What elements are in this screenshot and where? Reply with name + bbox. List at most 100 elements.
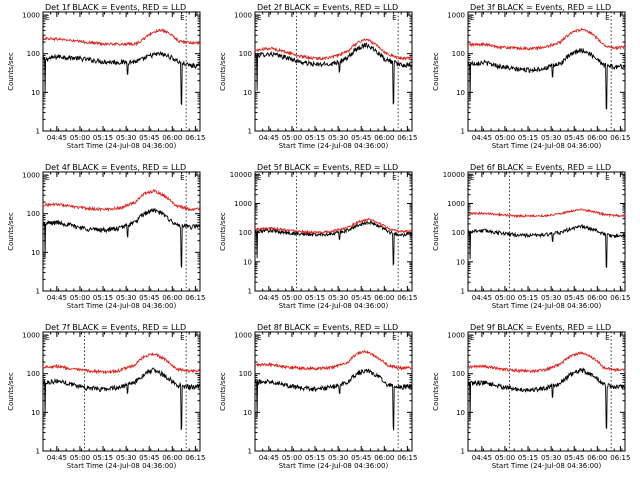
x-axis-label: Start Time (24-Jul-08 04:36:00) <box>492 302 602 310</box>
y-tick-label: 1000 <box>447 332 465 340</box>
x-axis-label: Start Time (24-Jul-08 04:36:00) <box>279 462 389 470</box>
y-tick-label: 10 <box>243 258 252 266</box>
detector-panel-3: Det 3f BLACK = Events, RED = LLD 1 10 100 10… <box>432 3 630 150</box>
x-axis-label: Start Time (24-Jul-08 04:36:00) <box>67 142 177 150</box>
y-axis-label: Counts/sec <box>219 52 227 91</box>
x-tick-label: 06:00 <box>162 134 182 142</box>
detector-panel-4: Det 4f BLACK = Events, RED = LLD 1 10 100 10… <box>7 163 205 310</box>
x-tick-label: 05:00 <box>282 294 302 302</box>
x-axis-label: Start Time (24-Jul-08 04:36:00) <box>67 302 177 310</box>
x-tick-label: 05:45 <box>351 454 371 462</box>
x-tick-label: 06:15 <box>397 454 417 462</box>
y-axis-label: Counts/sec <box>7 212 15 251</box>
e-marker-label: E <box>257 14 261 22</box>
x-tick-label: 04:45 <box>259 134 279 142</box>
x-tick-label: 05:30 <box>116 454 136 462</box>
x-tick-label: 05:45 <box>139 294 159 302</box>
series-events-line <box>467 367 626 430</box>
x-tick-label: 05:15 <box>518 294 538 302</box>
e-marker-label: E <box>605 14 609 22</box>
panel-title: Det 8f BLACK = Events, RED = LLD <box>257 323 398 332</box>
y-tick-label: 1000 <box>22 332 40 340</box>
series-events-line <box>254 220 413 267</box>
x-tick-label: 05:15 <box>93 294 113 302</box>
x-tick-label: 04:45 <box>259 294 279 302</box>
e-marker-label: E <box>180 334 184 342</box>
x-tick-label: 06:15 <box>397 294 417 302</box>
y-tick-label: 100 <box>239 50 252 58</box>
x-tick-label: 05:15 <box>305 294 325 302</box>
y-tick-label: 1 <box>248 448 252 456</box>
y-tick-label: 10 <box>456 89 465 97</box>
y-tick-label: 1 <box>461 288 465 296</box>
y-tick-label: 1000 <box>234 332 252 340</box>
x-tick-label: 05:15 <box>93 454 113 462</box>
y-tick-label: 100 <box>452 229 465 237</box>
x-tick-label: 06:00 <box>587 454 607 462</box>
y-tick-label: 1000 <box>22 172 40 180</box>
series-lld-line <box>42 351 201 375</box>
x-tick-label: 05:00 <box>282 454 302 462</box>
series-events-line <box>467 47 626 110</box>
x-tick-label: 06:15 <box>185 454 205 462</box>
x-tick-label: 06:15 <box>397 134 417 142</box>
x-tick-label: 04:45 <box>47 454 67 462</box>
e-marker-label: E <box>470 174 474 182</box>
y-tick-label: 1 <box>36 448 40 456</box>
x-tick-label: 05:00 <box>70 454 90 462</box>
y-tick-label: 100 <box>27 370 40 378</box>
y-tick-label: 10 <box>243 89 252 97</box>
x-tick-label: 06:15 <box>610 454 630 462</box>
detector-panel-2: Det 2f BLACK = Events, RED = LLD 1 10 100 10… <box>219 3 417 150</box>
x-tick-label: 05:30 <box>328 454 348 462</box>
e-marker-label: E <box>257 334 261 342</box>
e-marker-label: E <box>180 174 184 182</box>
x-tick-label: 05:00 <box>495 454 515 462</box>
plot-frame <box>42 11 201 132</box>
detector-panel-7: Det 7f BLACK = Events, RED = LLD 1 10 100 10… <box>7 323 205 470</box>
plot-frame <box>467 11 626 132</box>
y-axis-label: Counts/sec <box>432 212 440 251</box>
y-axis-label: Counts/sec <box>7 52 15 91</box>
y-tick-label: 1 <box>248 288 252 296</box>
y-tick-label: 10000 <box>443 171 465 179</box>
x-tick-label: 06:00 <box>162 454 182 462</box>
y-tick-label: 1 <box>36 128 40 136</box>
panel-title: Det 3f BLACK = Events, RED = LLD <box>470 3 611 12</box>
x-tick-label: 05:15 <box>305 134 325 142</box>
y-tick-label: 1000 <box>447 12 465 20</box>
plot-frame <box>42 171 201 292</box>
plot-frame <box>254 11 413 132</box>
e-marker-label: E <box>45 174 49 182</box>
y-tick-label: 100 <box>239 370 252 378</box>
x-tick-label: 04:45 <box>472 134 492 142</box>
x-tick-label: 06:00 <box>587 294 607 302</box>
x-tick-label: 06:15 <box>185 294 205 302</box>
x-tick-label: 04:45 <box>472 294 492 302</box>
e-marker-label: E <box>392 334 396 342</box>
x-axis-label: Start Time (24-Jul-08 04:36:00) <box>492 142 602 150</box>
series-lld-line <box>42 189 201 213</box>
x-tick-label: 05:45 <box>139 454 159 462</box>
x-tick-label: 06:00 <box>374 294 394 302</box>
series-lld-line <box>254 217 413 235</box>
y-tick-label: 1000 <box>234 200 252 208</box>
e-marker-label: E <box>45 334 49 342</box>
x-tick-label: 05:00 <box>70 294 90 302</box>
x-axis-label: Start Time (24-Jul-08 04:36:00) <box>492 462 602 470</box>
plot-frame <box>254 331 413 452</box>
e-marker-label: E <box>470 334 474 342</box>
panel-title: Det 9f BLACK = Events, RED = LLD <box>470 323 611 332</box>
x-tick-label: 05:00 <box>70 134 90 142</box>
e-marker-label: E <box>605 334 609 342</box>
x-tick-label: 06:00 <box>374 134 394 142</box>
detector-panel-6: Det 6f BLACK = Events, RED = LLD 1 10 100 10… <box>432 163 630 310</box>
plot-frame <box>42 331 201 452</box>
x-tick-label: 05:15 <box>305 454 325 462</box>
x-tick-label: 06:15 <box>610 134 630 142</box>
y-tick-label: 1 <box>461 128 465 136</box>
x-tick-label: 05:30 <box>541 294 561 302</box>
plot-frame <box>467 171 626 292</box>
x-tick-label: 06:15 <box>185 134 205 142</box>
y-tick-label: 10 <box>31 409 40 417</box>
